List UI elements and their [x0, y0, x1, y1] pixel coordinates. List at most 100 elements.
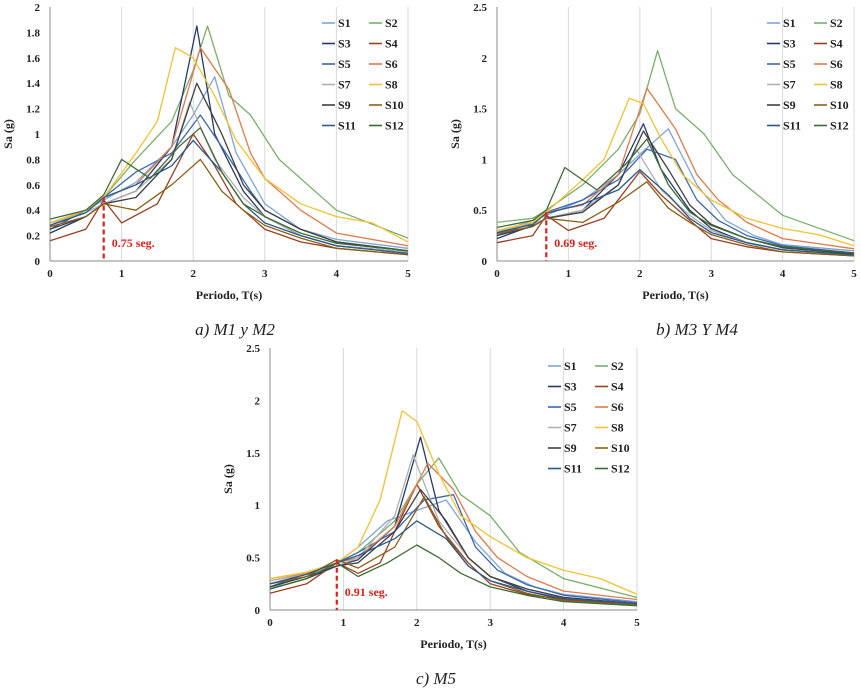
- legend-label-s1: S1: [338, 16, 351, 30]
- legend-label-s5: S5: [783, 57, 796, 71]
- y-tick-label: 2.5: [473, 2, 487, 14]
- y-tick-label: 1.5: [246, 448, 260, 460]
- y-tick-label: 2: [255, 395, 261, 407]
- legend-label-s10: S10: [385, 98, 404, 112]
- legend-label-s9: S9: [564, 441, 577, 455]
- legend-label-s12: S12: [385, 119, 404, 133]
- period-marker-label: 0.75 seg.: [112, 236, 155, 250]
- y-tick-label: 0: [255, 605, 261, 617]
- legend-label-s6: S6: [830, 57, 843, 71]
- legend-label-s4: S4: [611, 380, 624, 394]
- legend: S1 S2 S3 S4 S5 S6 S7 S8 S9 S10 S11 S12: [322, 16, 404, 133]
- legend-label-s9: S9: [783, 98, 796, 112]
- x-tick-label: 1: [566, 268, 572, 280]
- legend-label-s1: S1: [783, 16, 796, 30]
- chart-caption: c) M5: [416, 669, 456, 688]
- legend-label-s5: S5: [564, 400, 577, 414]
- legend-label-s3: S3: [783, 37, 796, 51]
- x-axis-label: Periodo, T(s): [196, 288, 262, 302]
- y-tick-label: 1.8: [26, 27, 40, 39]
- legend-label-s4: S4: [385, 37, 398, 51]
- legend: S1 S2 S3 S4 S5 S6 S7 S8 S9 S10 S11 S12: [548, 359, 630, 476]
- y-tick-label: 0.6: [26, 180, 40, 192]
- x-tick-label: 2: [190, 268, 196, 280]
- legend-label-s7: S7: [783, 78, 796, 92]
- series-line-s2: [269, 457, 638, 599]
- x-tick-label: 5: [851, 268, 857, 280]
- y-tick-label: 1.2: [26, 104, 40, 116]
- legend-label-s9: S9: [338, 98, 351, 112]
- legend-label-s11: S11: [338, 119, 356, 133]
- y-axis-label: Sa (g): [1, 119, 15, 149]
- x-tick-label: 4: [561, 617, 567, 629]
- legend-label-s10: S10: [611, 441, 630, 455]
- chart-panel-3: 0 1 2 3 4 5 0 0.5 1 1.5 2 2.5 Periodo, T(s) Sa (g) 0.9…: [221, 343, 640, 688]
- x-axis-label: Periodo, T(s): [420, 637, 486, 651]
- x-tick-label: 0: [47, 268, 53, 280]
- x-tick-label: 3: [708, 268, 714, 280]
- legend-label-s5: S5: [338, 57, 351, 71]
- legend-label-s2: S2: [385, 16, 398, 30]
- series-line-s12: [496, 138, 855, 254]
- x-tick-label: 2: [637, 268, 643, 280]
- y-tick-label: 1.6: [26, 53, 40, 65]
- series-line-s10: [496, 181, 855, 257]
- x-tick-label: 3: [487, 617, 493, 629]
- series-line-s7: [269, 454, 638, 605]
- legend-label-s3: S3: [564, 380, 577, 394]
- y-tick-label: 0: [482, 256, 488, 268]
- y-tick-label: 0.2: [26, 231, 40, 243]
- series-line-s8: [496, 97, 855, 247]
- x-tick-label: 1: [119, 268, 125, 280]
- chart-caption: b) M3 Y M4: [656, 320, 738, 339]
- x-tick-label: 1: [341, 617, 347, 629]
- legend-label-s8: S8: [830, 78, 843, 92]
- x-tick-label: 4: [780, 268, 786, 280]
- series-line-s1: [269, 499, 638, 603]
- x-tick-label: 5: [634, 617, 640, 629]
- chart-caption: a) M1 y M2: [195, 320, 275, 339]
- chart-panel-2: 0 1 2 3 4 5 0 0.5 1 1.5 2 2.5 Periodo, T(s) Sa (g) 0.6…: [448, 2, 857, 339]
- period-marker-label: 0.91 seg.: [345, 585, 388, 599]
- series-line-s4: [269, 483, 638, 606]
- x-tick-label: 4: [334, 268, 340, 280]
- series-line-s8: [269, 410, 638, 595]
- y-tick-label: 0.5: [473, 205, 487, 217]
- y-axis-label: Sa (g): [448, 119, 462, 149]
- y-tick-label: 1.5: [473, 104, 487, 116]
- legend-label-s8: S8: [385, 78, 398, 92]
- x-tick-label: 3: [262, 268, 268, 280]
- y-tick-label: 2: [35, 2, 41, 14]
- series-line-s9: [496, 130, 855, 255]
- legend-label-s11: S11: [783, 119, 801, 133]
- x-tick-label: 0: [267, 617, 273, 629]
- series-line-s10: [49, 158, 409, 256]
- legend-label-s12: S12: [611, 462, 630, 476]
- legend-label-s11: S11: [564, 462, 582, 476]
- series-line-s1: [496, 128, 855, 252]
- series-line-s11: [49, 139, 409, 255]
- legend-label-s1: S1: [564, 359, 577, 373]
- y-axis-label: Sa (g): [221, 464, 235, 494]
- series-line-s12: [269, 544, 638, 607]
- period-marker-label: 0.69 seg.: [554, 236, 597, 250]
- legend-label-s10: S10: [830, 98, 849, 112]
- series-line-s11: [496, 168, 855, 256]
- x-tick-label: 2: [414, 617, 420, 629]
- y-tick-label: 1: [255, 500, 261, 512]
- series-line-s8: [49, 46, 409, 243]
- x-tick-label: 0: [494, 268, 500, 280]
- legend-label-s2: S2: [611, 359, 624, 373]
- x-axis-label: Periodo, T(s): [642, 288, 708, 302]
- y-tick-label: 1.4: [26, 78, 40, 90]
- legend-label-s7: S7: [338, 78, 351, 92]
- y-tick-label: 2.5: [246, 343, 260, 355]
- x-tick-label: 5: [405, 268, 411, 280]
- series-line-s9: [269, 488, 638, 605]
- legend-label-s2: S2: [830, 16, 843, 30]
- y-tick-label: 0.8: [26, 154, 40, 166]
- y-tick-label: 1: [35, 129, 41, 141]
- legend: S1 S2 S3 S4 S5 S6 S7 S8 S9 S10 S11 S12: [767, 16, 849, 133]
- legend-label-s6: S6: [385, 57, 398, 71]
